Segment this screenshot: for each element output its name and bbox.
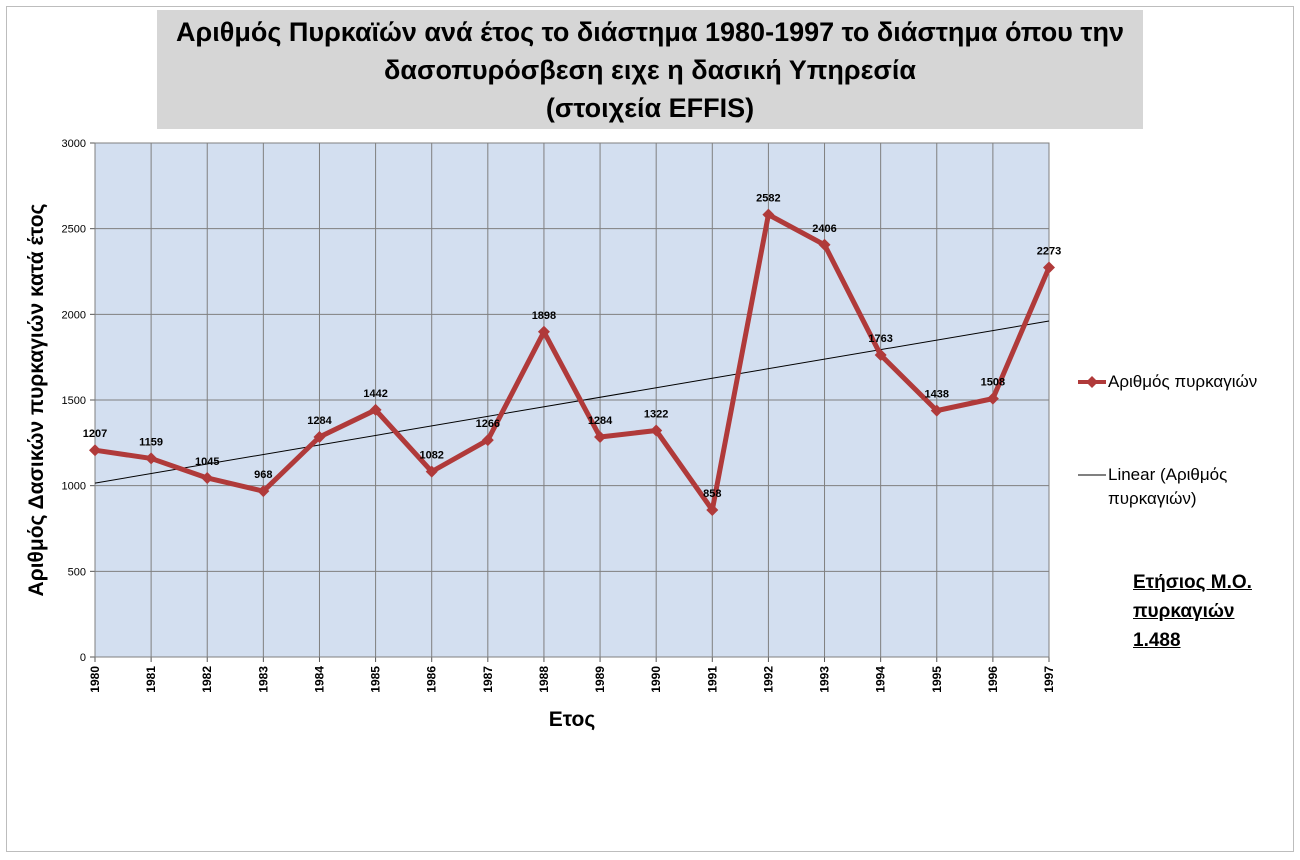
data-point [650, 424, 663, 437]
data-label: 1082 [419, 450, 443, 462]
x-tick-label: 1988 [537, 666, 551, 693]
data-label: 1207 [83, 428, 107, 440]
data-point [201, 471, 214, 484]
x-axis-title: Ετος [548, 708, 596, 731]
data-point [145, 452, 158, 465]
plot-border [94, 142, 1050, 658]
data-point [594, 431, 607, 444]
x-tick-label: 1980 [88, 666, 102, 693]
data-point [762, 208, 775, 221]
data-label: 1508 [981, 377, 1005, 389]
chart-title-line-1: Αριθμός Πυρκαϊών ανά έτος το διάστημα 19… [176, 17, 1124, 47]
legend-series-label: Αριθμός πυρκαγιών [1108, 372, 1258, 391]
annual-average-note: Ετήσιος Μ.Ο. πυρκαγιών 1.488 [1133, 568, 1252, 655]
y-tick-label: 2500 [62, 224, 86, 236]
note-line-3: 1.488 [1133, 630, 1181, 651]
x-tick-label: 1981 [144, 666, 158, 693]
chart-title-line-3: (στοιχεία EFFIS) [545, 93, 755, 123]
data-label: 1284 [307, 415, 332, 427]
x-tick-label: 1982 [200, 666, 214, 693]
x-tick-label: 1992 [761, 666, 775, 693]
data-point [481, 434, 494, 447]
x-tick-label: 1991 [705, 666, 719, 693]
y-tick-label: 1500 [62, 395, 86, 407]
series-line [94, 212, 1052, 513]
data-label: 2273 [1037, 246, 1061, 258]
legend-item-series: Αριθμός πυρκαγιών [1078, 372, 1257, 392]
data-label: 1159 [139, 436, 163, 448]
note-line-1: Ετήσιος Μ.Ο. [1133, 572, 1252, 593]
y-tick-label: 500 [68, 566, 86, 578]
data-label: 2406 [812, 223, 836, 235]
x-tick-label: 1997 [1042, 666, 1056, 693]
data-point [706, 503, 719, 516]
x-tick-label: 1985 [369, 666, 383, 693]
legend-series-swatch [1078, 376, 1106, 388]
x-tick-label: 1990 [649, 666, 663, 693]
x-tick-label: 1983 [256, 666, 270, 693]
data-label: 1898 [532, 310, 556, 322]
data-label: 2582 [756, 193, 780, 205]
data-label: 1438 [925, 389, 949, 401]
data-label: 858 [703, 488, 721, 500]
trendline [94, 320, 1050, 484]
legend-trend-label-line-1: Linear (Αριθμός [1108, 465, 1228, 484]
data-label: 1763 [868, 333, 892, 345]
data-point [369, 403, 382, 416]
data-point [818, 238, 831, 251]
x-tick-label: 1994 [874, 666, 888, 693]
y-tick-label: 1000 [62, 481, 86, 493]
y-axis-title: Αριθμός Δασικών πυρκαγιών κατά έτος [25, 203, 48, 597]
chart-title-line-2: δασοπυρόσβεση ειχε η δασική Υπηρεσία [384, 55, 916, 85]
data-point [986, 392, 999, 405]
y-tick-label: 0 [80, 652, 86, 664]
x-tick-label: 1996 [986, 666, 1000, 693]
data-point [874, 348, 887, 361]
data-label: 1045 [195, 456, 219, 468]
data-label: 1322 [644, 408, 668, 420]
data-label: 1284 [588, 415, 613, 427]
legend-trend-label-line-2: πυρκαγιών) [1108, 489, 1197, 508]
legend-item-trendline: Linear (Αριθμός πυρκαγιών) [1078, 463, 1227, 511]
data-point [425, 465, 438, 478]
data-label: 1266 [476, 418, 500, 430]
data-point [930, 404, 943, 417]
x-tick-label: 1984 [312, 666, 326, 693]
x-tick-label: 1989 [593, 666, 607, 693]
chart-title-box: Αριθμός Πυρκαϊών ανά έτος το διάστημα 19… [157, 10, 1143, 129]
data-point [1043, 261, 1055, 274]
data-label: 1442 [363, 388, 387, 400]
data-label: 968 [254, 469, 272, 481]
x-tick-label: 1993 [818, 666, 832, 693]
data-point [313, 431, 326, 444]
x-tick-label: 1986 [425, 666, 439, 693]
y-tick-label: 3000 [62, 138, 86, 150]
legend-trend-swatch [1078, 474, 1106, 476]
note-line-2: πυρκαγιών [1133, 601, 1235, 622]
x-tick-label: 1987 [481, 666, 495, 693]
data-point [89, 444, 101, 457]
data-point [537, 325, 550, 338]
data-point [257, 485, 270, 498]
x-tick-label: 1995 [930, 666, 944, 693]
y-tick-label: 2000 [62, 309, 86, 321]
